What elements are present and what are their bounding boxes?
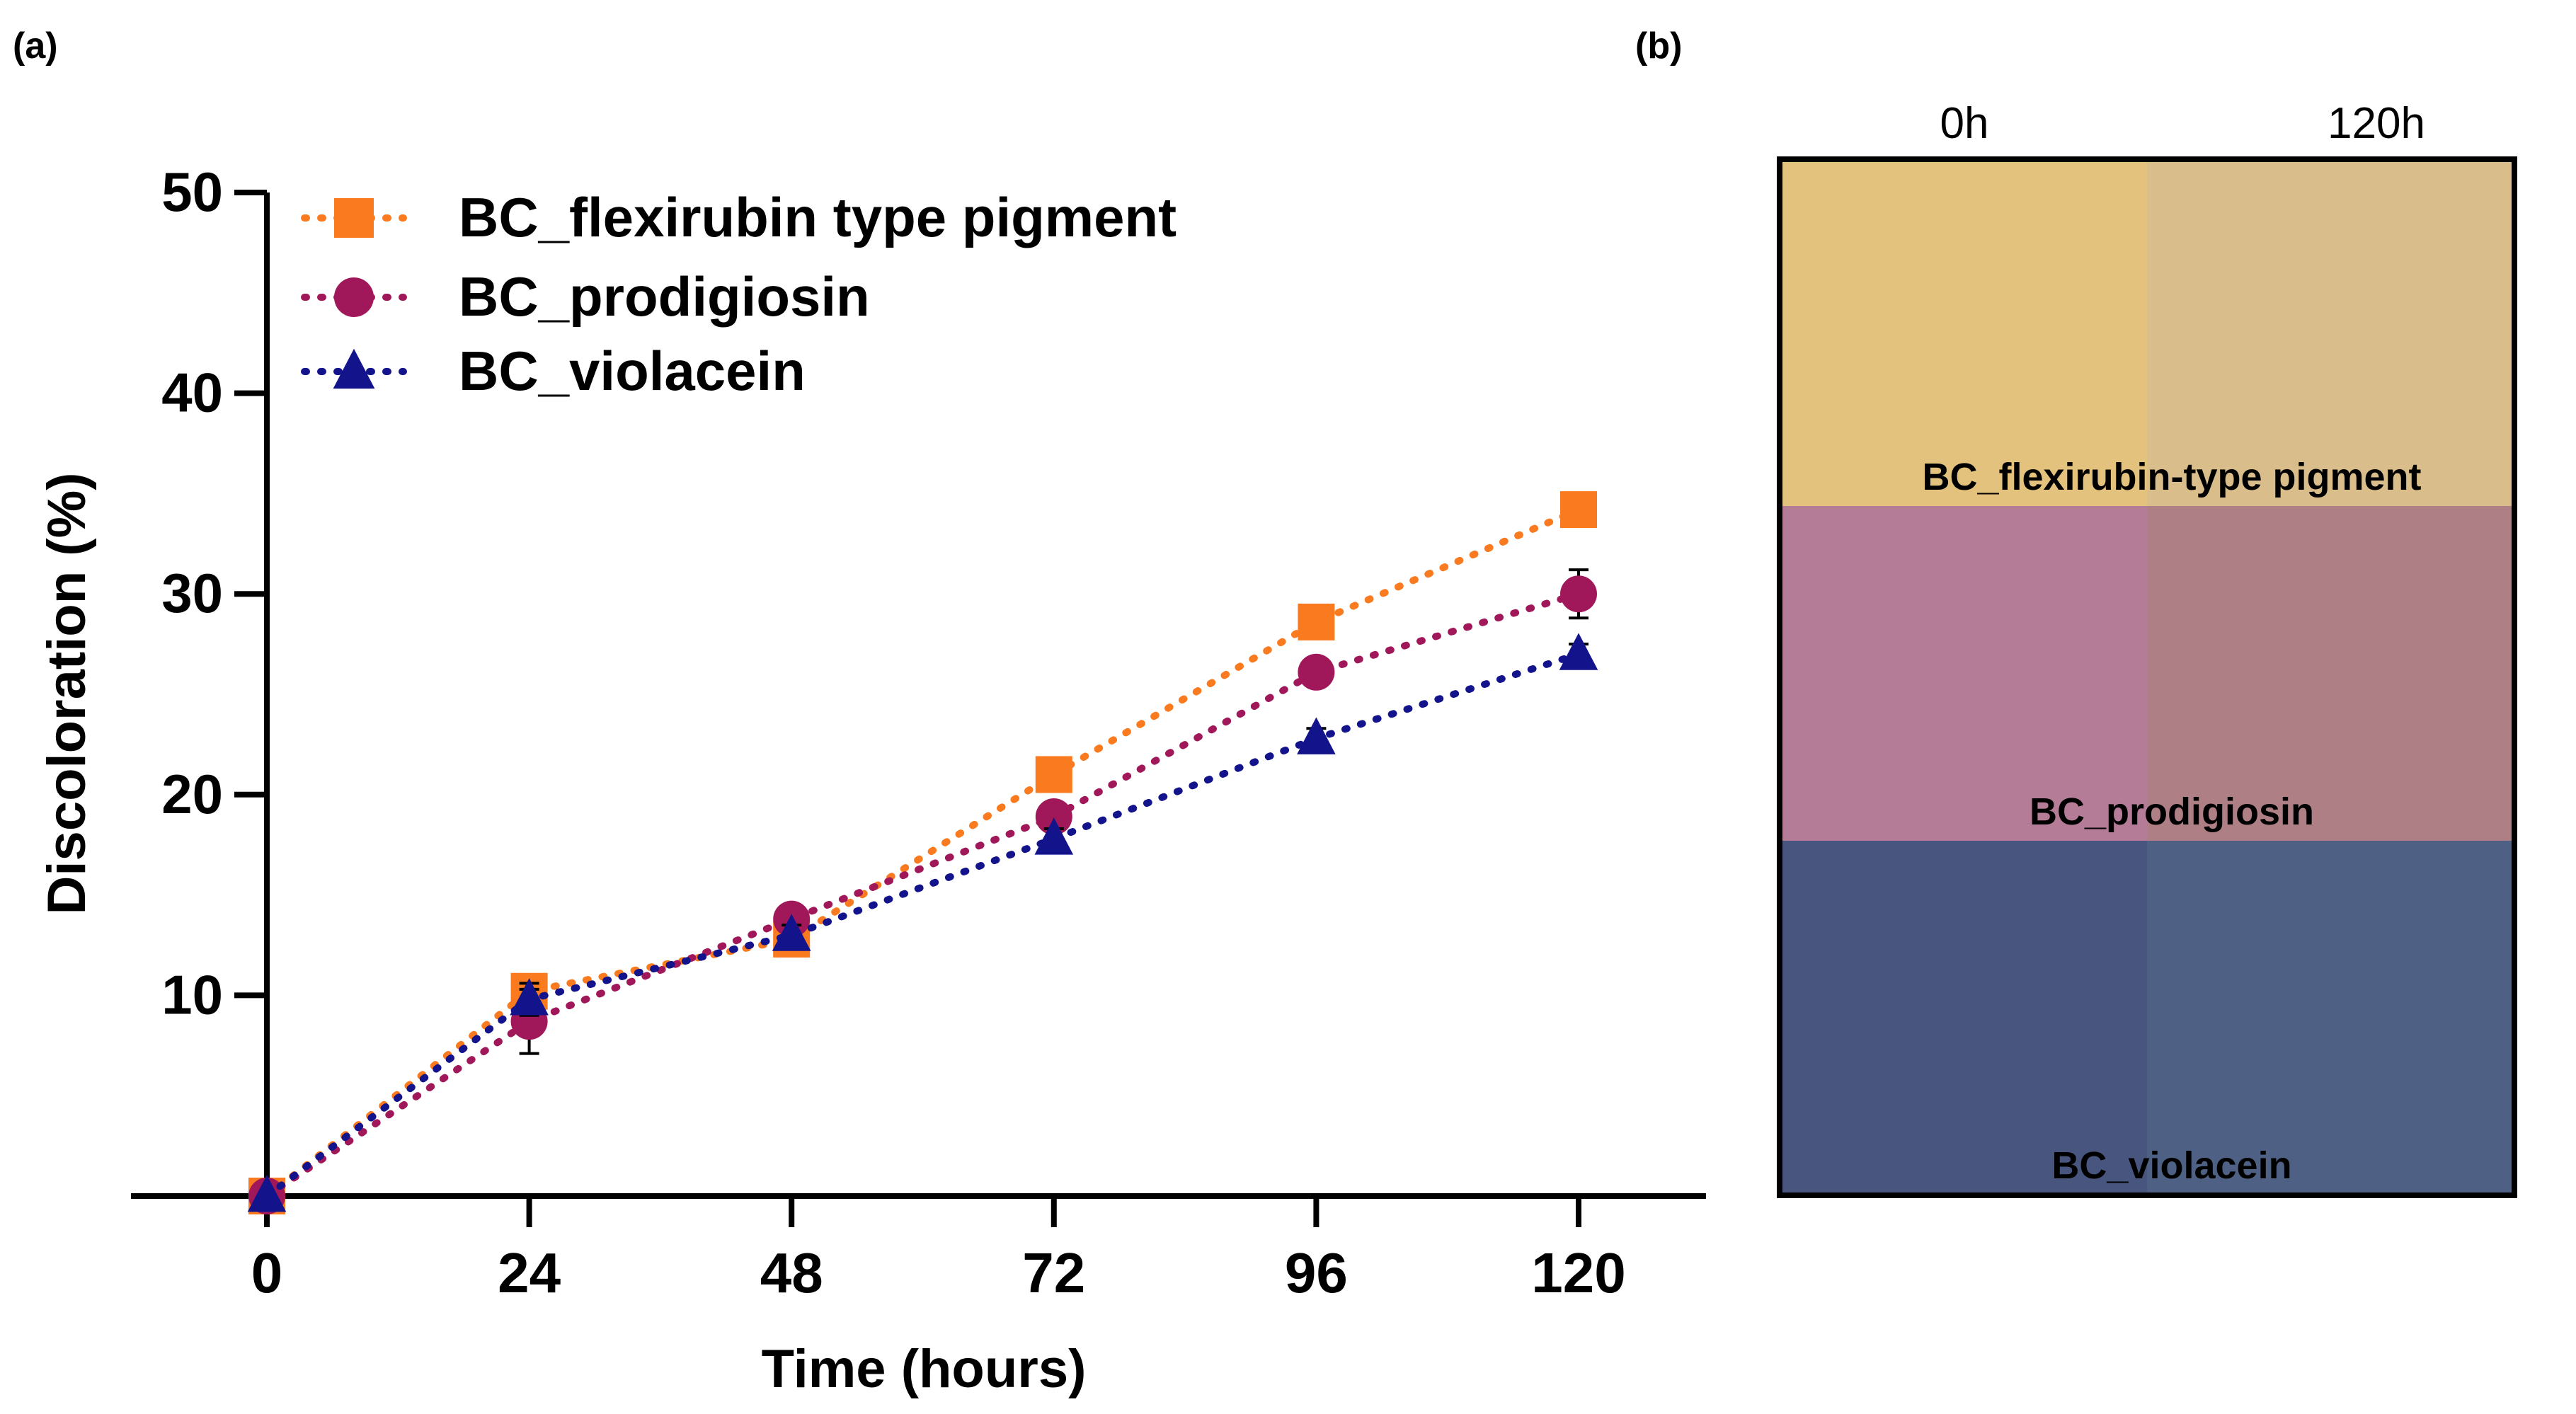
y-tick-label: 10 (161, 963, 223, 1025)
swatch-cell (1780, 159, 2148, 507)
row-label-violacein: BC_violacein (2051, 1144, 2291, 1187)
y-axis-title: Discoloration (%) (37, 473, 97, 915)
data-point (1298, 653, 1335, 691)
data-point (1298, 603, 1335, 640)
swatch-cell (2147, 506, 2514, 841)
x-axis-title: Time (hours) (762, 1339, 1087, 1399)
legend-marker (333, 348, 375, 389)
data-point (1035, 798, 1072, 835)
swatch-cell (1780, 841, 2148, 1196)
legend-item: BC_flexirubin type pigment (301, 186, 1177, 248)
series-layer (247, 491, 1598, 1214)
legend-label: BC_flexirubin type pigment (459, 186, 1177, 248)
x-tick-label: 24 (498, 1241, 561, 1304)
y-tick-label: 40 (161, 362, 223, 424)
swatch-cells (1780, 159, 2514, 1196)
series-line (263, 506, 1582, 1200)
swatch-cell (2147, 841, 2514, 1196)
series-1 (248, 568, 1597, 1214)
legend-label: BC_prodigiosin (459, 265, 870, 328)
legend-label: BC_violacein (459, 340, 806, 402)
discoloration-line-chart: 10 20 30 40 50 0 24 48 72 96 120 Discoloration (%… (37, 161, 1706, 1399)
row-label-prodigiosin: BC_prodigiosin (2030, 791, 2314, 833)
y-tick-label: 30 (161, 562, 223, 624)
y-ticks: 10 20 30 40 50 (161, 161, 267, 1025)
column-label-0h: 0h (1940, 99, 1989, 148)
color-swatch-panel: 0h 120h BC_flexirubin-type pigment BC_pr… (1777, 99, 2517, 1198)
legend-item: BC_violacein (301, 340, 806, 402)
data-point (1560, 575, 1597, 613)
data-point (247, 1175, 287, 1212)
y-tick-label: 50 (161, 161, 223, 223)
swatch-cell (2147, 159, 2514, 507)
series-line (263, 650, 1582, 1200)
data-point (1034, 817, 1074, 855)
panel-label-b: (b) (1635, 25, 1682, 67)
series-0 (248, 491, 1597, 1214)
x-ticks: 0 24 48 72 96 120 (251, 1196, 1626, 1304)
x-tick-label: 96 (1285, 1241, 1348, 1304)
x-tick-label: 48 (760, 1241, 823, 1304)
legend: BC_flexirubin type pigment BC_prodigiosin… (301, 186, 1177, 402)
x-tick-label: 72 (1022, 1241, 1085, 1304)
data-point (1559, 633, 1598, 670)
data-point (1560, 491, 1597, 529)
legend-marker (334, 277, 374, 317)
data-point (1297, 717, 1336, 754)
x-tick-label: 120 (1531, 1241, 1625, 1304)
row-label-flexirubin: BC_flexirubin-type pigment (1922, 456, 2421, 498)
x-tick-label: 0 (251, 1241, 283, 1304)
data-point (772, 914, 811, 951)
column-label-120h: 120h (2328, 99, 2425, 148)
swatch-panel-border (1777, 156, 2517, 1198)
data-point (1035, 756, 1072, 793)
panel-label-a: (a) (13, 25, 58, 67)
series-2 (247, 633, 1598, 1212)
series-line (263, 590, 1582, 1200)
data-point (510, 978, 549, 1016)
swatch-cell (1780, 506, 2148, 841)
legend-marker (334, 198, 374, 238)
legend-item: BC_prodigiosin (301, 265, 870, 328)
y-tick-label: 20 (161, 763, 223, 825)
